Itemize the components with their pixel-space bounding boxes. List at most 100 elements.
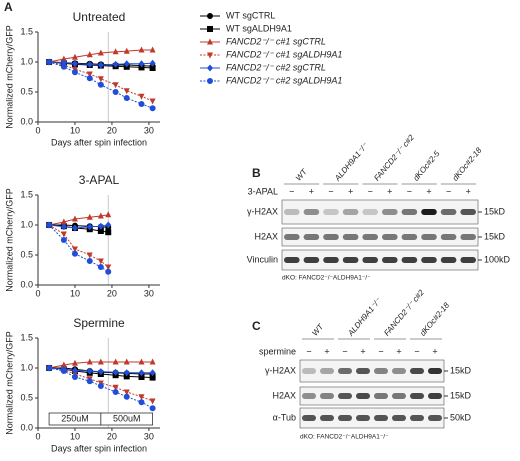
band	[302, 393, 316, 399]
y-axis-title: Normalized mCherry/GFP	[4, 331, 14, 435]
legend-marker	[207, 64, 213, 72]
legend-label: FANCD2⁻/⁻ c#1 sgCTRL	[226, 36, 326, 46]
band	[320, 368, 334, 374]
size-label: 15kD	[450, 390, 472, 400]
marker	[71, 69, 78, 76]
marker	[86, 258, 93, 264]
lane-label: FANCD2⁻/⁻ c#2	[372, 133, 416, 183]
band	[284, 209, 300, 215]
treatment-sign: +	[324, 346, 329, 356]
y-tick-label: 1.0	[20, 219, 33, 229]
x-tick-label: 10	[70, 125, 80, 135]
size-label: 100kD	[484, 254, 511, 264]
x-tick-label: 10	[70, 431, 80, 441]
band	[362, 209, 378, 215]
marker	[60, 231, 67, 238]
treatment-sign: +	[426, 186, 431, 196]
treatment-sign: −	[414, 346, 419, 356]
treatment-sign: +	[466, 186, 471, 196]
marker	[71, 366, 78, 374]
marker	[86, 51, 93, 58]
annotation: 250uM	[61, 413, 89, 423]
marker	[71, 60, 78, 68]
marker	[97, 264, 104, 270]
panel-label: C	[252, 319, 261, 333]
marker	[112, 60, 119, 68]
x-tick-label: 0	[35, 431, 40, 441]
marker	[112, 89, 119, 95]
band	[342, 234, 359, 240]
x-tick-label: 30	[144, 125, 154, 135]
marker	[86, 252, 93, 259]
x-tick-label: 20	[107, 288, 117, 298]
legend-marker	[207, 52, 213, 59]
marker	[105, 229, 112, 236]
marker	[105, 268, 112, 275]
marker	[105, 211, 112, 218]
row-label: Vinculin	[247, 254, 278, 264]
marker	[112, 48, 119, 55]
lane-label: ALDH9A1⁻/⁻	[332, 141, 370, 184]
band	[374, 393, 388, 399]
row-label: γ-H2AX	[265, 365, 296, 375]
panel-label: A	[4, 0, 13, 14]
marker	[138, 374, 145, 380]
marker	[123, 95, 130, 101]
row-label: γ-H2AX	[247, 206, 278, 216]
marker	[149, 398, 156, 405]
lane-label: WT	[294, 166, 310, 182]
size-label: 15kD	[450, 365, 472, 375]
band	[392, 368, 406, 374]
band	[460, 209, 476, 215]
chart-title: Spermine	[73, 316, 125, 330]
size-label: 15kD	[484, 231, 506, 241]
marker	[138, 399, 145, 406]
band	[428, 393, 442, 399]
marker	[86, 378, 93, 385]
marker	[86, 358, 93, 365]
marker	[149, 98, 156, 105]
band	[323, 234, 339, 240]
treatment-sign: +	[387, 186, 392, 196]
band	[392, 415, 406, 421]
lane-label: dKOc#2-18	[418, 300, 451, 337]
x-tick-label: 20	[107, 125, 117, 135]
band	[338, 393, 352, 399]
marker	[149, 374, 156, 381]
treatment-sign: −	[407, 186, 412, 196]
band	[401, 234, 418, 240]
y-tick-label: 1.5	[20, 332, 33, 342]
marker	[138, 64, 145, 71]
x-tick-label: 10	[70, 288, 80, 298]
chart-title: 3-APAL	[79, 173, 120, 187]
band	[302, 415, 316, 421]
marker	[149, 358, 156, 365]
marker	[138, 369, 145, 377]
marker	[60, 237, 67, 243]
band	[323, 209, 339, 215]
lane-label: dKOc#2-18	[451, 145, 484, 182]
annotation: 500uM	[113, 413, 141, 423]
treatment-sign: +	[432, 346, 437, 356]
legend-marker	[207, 78, 213, 84]
size-label: 50kD	[450, 412, 472, 422]
treatment-sign: +	[396, 346, 401, 356]
marker	[112, 368, 119, 376]
marker	[149, 65, 156, 71]
legend-label: FANCD2⁻/⁻ c#2 sgCTRL	[226, 62, 326, 72]
marker	[46, 59, 53, 65]
x-tick-label: 20	[107, 431, 117, 441]
legend-marker	[207, 13, 213, 19]
marker	[138, 60, 145, 68]
marker	[105, 221, 112, 229]
x-tick-label: 30	[144, 288, 154, 298]
marker	[60, 63, 67, 70]
legend-label: FANCD2⁻/⁻ c#2 sgALDH9A1	[226, 75, 342, 85]
marker	[149, 59, 156, 67]
chart-title: Untreated	[73, 10, 126, 24]
band	[338, 368, 352, 374]
marker	[123, 373, 130, 380]
x-tick-label: 0	[35, 288, 40, 298]
series-line	[48, 367, 153, 409]
